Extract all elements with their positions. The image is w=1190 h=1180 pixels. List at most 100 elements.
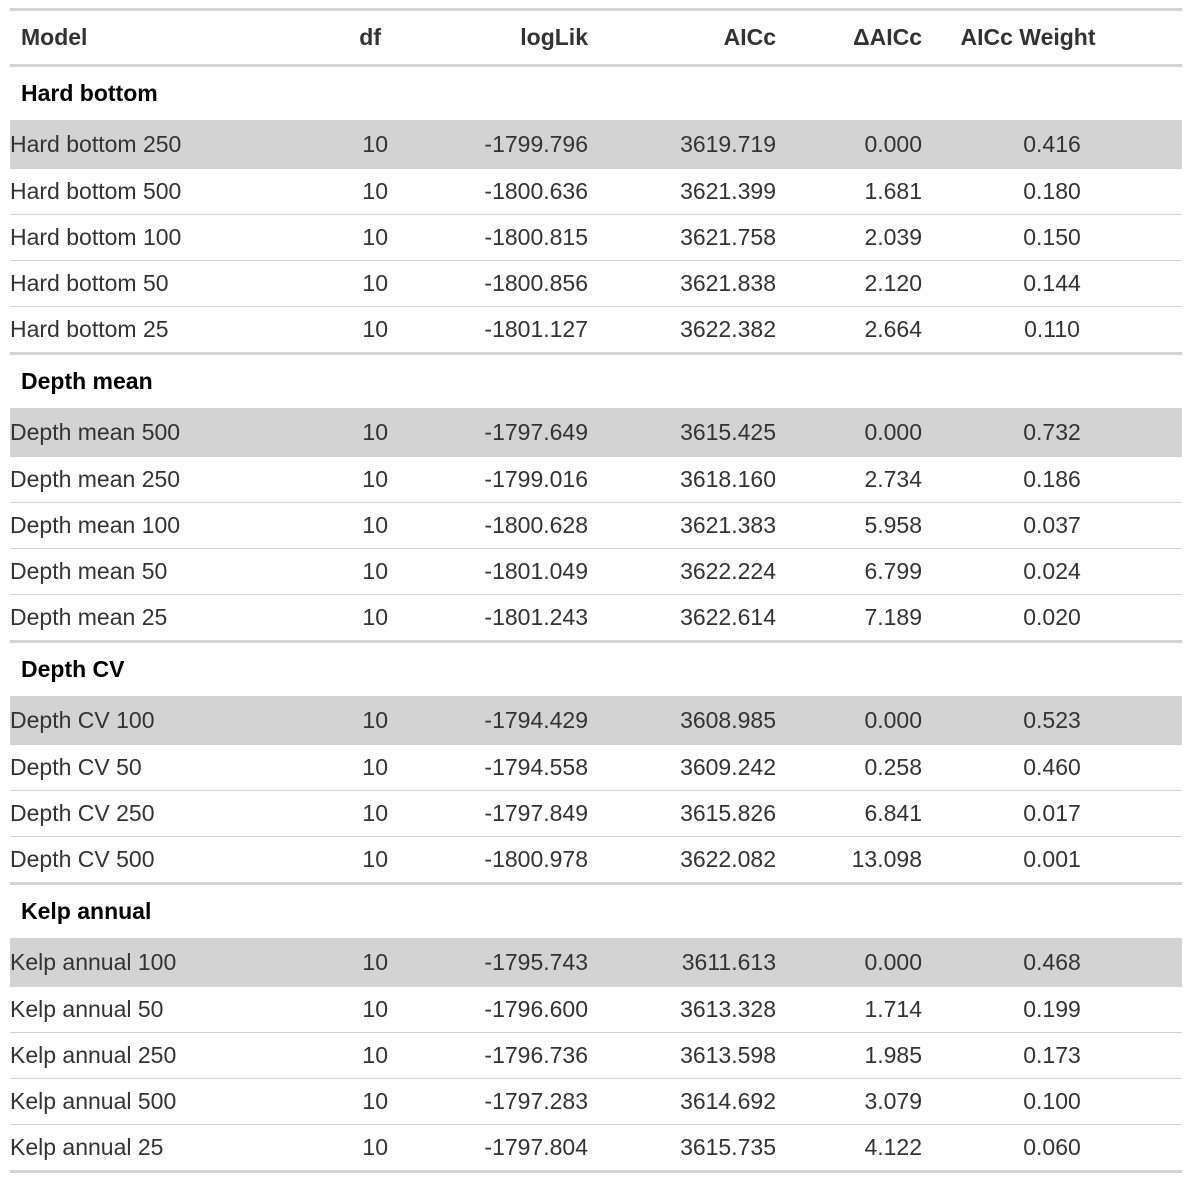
cell-aicc: 3621.399 (588, 169, 776, 215)
cell-df: 10 (300, 1079, 388, 1125)
header-aicc: AICc (588, 10, 776, 66)
group-header-row: Kelp annual (10, 884, 1182, 939)
cell-aicc-weight: 0.523 (922, 696, 1182, 745)
cell-aicc: 3611.613 (588, 938, 776, 987)
cell-aicc: 3618.160 (588, 457, 776, 503)
cell-model: Depth mean 500 (10, 408, 300, 457)
cell-aicc-weight: 0.037 (922, 503, 1182, 549)
cell-model: Kelp annual 50 (10, 987, 300, 1033)
cell-df: 10 (300, 745, 388, 791)
cell-model: Depth mean 25 (10, 595, 300, 642)
cell-loglik: -1800.815 (388, 215, 588, 261)
cell-model: Kelp annual 500 (10, 1079, 300, 1125)
cell-delta-aicc: 7.189 (776, 595, 922, 642)
model-comparison-table-container: Model df logLik AICc ΔAICc AICc Weight H… (10, 8, 1182, 1173)
header-loglik: logLik (388, 10, 588, 66)
header-row: Model df logLik AICc ΔAICc AICc Weight (10, 10, 1182, 66)
cell-aicc-weight: 0.144 (922, 261, 1182, 307)
cell-aicc-weight: 0.173 (922, 1033, 1182, 1079)
cell-df: 10 (300, 549, 388, 595)
cell-df: 10 (300, 696, 388, 745)
cell-model: Hard bottom 250 (10, 120, 300, 169)
cell-aicc-weight: 0.001 (922, 837, 1182, 884)
table-row: Depth mean 100 10 -1800.628 3621.383 5.958 0.… (10, 503, 1182, 549)
cell-aicc: 3622.382 (588, 307, 776, 354)
cell-loglik: -1799.796 (388, 120, 588, 169)
group-title: Hard bottom (10, 66, 1182, 121)
cell-df: 10 (300, 1033, 388, 1079)
cell-delta-aicc: 6.841 (776, 791, 922, 837)
group-title: Depth CV (10, 642, 1182, 697)
group-header-row: Depth mean (10, 354, 1182, 409)
cell-df: 10 (300, 169, 388, 215)
cell-loglik: -1801.127 (388, 307, 588, 354)
header-df: df (300, 10, 388, 66)
cell-delta-aicc: 2.664 (776, 307, 922, 354)
table-row: Hard bottom 500 10 -1800.636 3621.399 1.681 0… (10, 169, 1182, 215)
table-row: Depth CV 500 10 -1800.978 3622.082 13.098 0.0… (10, 837, 1182, 884)
cell-delta-aicc: 2.734 (776, 457, 922, 503)
cell-aicc-weight: 0.416 (922, 120, 1182, 169)
cell-delta-aicc: 1.714 (776, 987, 922, 1033)
cell-aicc-weight: 0.060 (922, 1125, 1182, 1172)
table-row-best: Kelp annual 100 10 -1795.743 3611.613 0.000 0… (10, 938, 1182, 987)
model-comparison-table: Model df logLik AICc ΔAICc AICc Weight H… (10, 8, 1182, 1173)
cell-df: 10 (300, 408, 388, 457)
table-row: Depth CV 250 10 -1797.849 3615.826 6.841 0.01… (10, 791, 1182, 837)
table-row: Depth mean 250 10 -1799.016 3618.160 2.734 0.… (10, 457, 1182, 503)
header-aicc-weight: AICc Weight (922, 10, 1182, 66)
cell-aicc: 3619.719 (588, 120, 776, 169)
cell-delta-aicc: 2.039 (776, 215, 922, 261)
cell-model: Depth CV 500 (10, 837, 300, 884)
table-row: Hard bottom 100 10 -1800.815 3621.758 2.039 0… (10, 215, 1182, 261)
cell-df: 10 (300, 120, 388, 169)
cell-loglik: -1800.636 (388, 169, 588, 215)
cell-df: 10 (300, 307, 388, 354)
cell-loglik: -1801.243 (388, 595, 588, 642)
cell-model: Hard bottom 50 (10, 261, 300, 307)
cell-aicc: 3615.735 (588, 1125, 776, 1172)
cell-delta-aicc: 1.681 (776, 169, 922, 215)
cell-delta-aicc: 5.958 (776, 503, 922, 549)
table-row: Hard bottom 25 10 -1801.127 3622.382 2.664 0.… (10, 307, 1182, 354)
table-row: Kelp annual 50 10 -1796.600 3613.328 1.714 0.… (10, 987, 1182, 1033)
cell-delta-aicc: 0.000 (776, 408, 922, 457)
cell-df: 10 (300, 987, 388, 1033)
group-header-row: Hard bottom (10, 66, 1182, 121)
cell-aicc-weight: 0.150 (922, 215, 1182, 261)
cell-df: 10 (300, 261, 388, 307)
cell-loglik: -1801.049 (388, 549, 588, 595)
cell-loglik: -1797.804 (388, 1125, 588, 1172)
cell-delta-aicc: 0.258 (776, 745, 922, 791)
cell-aicc: 3615.425 (588, 408, 776, 457)
table-row: Depth mean 25 10 -1801.243 3622.614 7.189 0.0… (10, 595, 1182, 642)
cell-df: 10 (300, 503, 388, 549)
cell-aicc-weight: 0.732 (922, 408, 1182, 457)
cell-aicc: 3608.985 (588, 696, 776, 745)
header-model: Model (10, 10, 300, 66)
cell-model: Hard bottom 100 (10, 215, 300, 261)
cell-model: Depth mean 100 (10, 503, 300, 549)
cell-df: 10 (300, 837, 388, 884)
cell-model: Kelp annual 250 (10, 1033, 300, 1079)
cell-delta-aicc: 0.000 (776, 696, 922, 745)
cell-loglik: -1797.649 (388, 408, 588, 457)
cell-aicc: 3622.082 (588, 837, 776, 884)
cell-loglik: -1796.736 (388, 1033, 588, 1079)
cell-aicc-weight: 0.100 (922, 1079, 1182, 1125)
cell-loglik: -1794.558 (388, 745, 588, 791)
cell-aicc-weight: 0.186 (922, 457, 1182, 503)
cell-loglik: -1799.016 (388, 457, 588, 503)
cell-aicc-weight: 0.020 (922, 595, 1182, 642)
table-row: Kelp annual 500 10 -1797.283 3614.692 3.079 0… (10, 1079, 1182, 1125)
cell-loglik: -1797.849 (388, 791, 588, 837)
cell-model: Depth mean 50 (10, 549, 300, 595)
table-row-best: Hard bottom 250 10 -1799.796 3619.719 0.000 0… (10, 120, 1182, 169)
cell-aicc: 3609.242 (588, 745, 776, 791)
cell-aicc-weight: 0.460 (922, 745, 1182, 791)
cell-aicc: 3621.758 (588, 215, 776, 261)
cell-loglik: -1795.743 (388, 938, 588, 987)
cell-aicc-weight: 0.180 (922, 169, 1182, 215)
cell-aicc: 3622.224 (588, 549, 776, 595)
cell-delta-aicc: 3.079 (776, 1079, 922, 1125)
